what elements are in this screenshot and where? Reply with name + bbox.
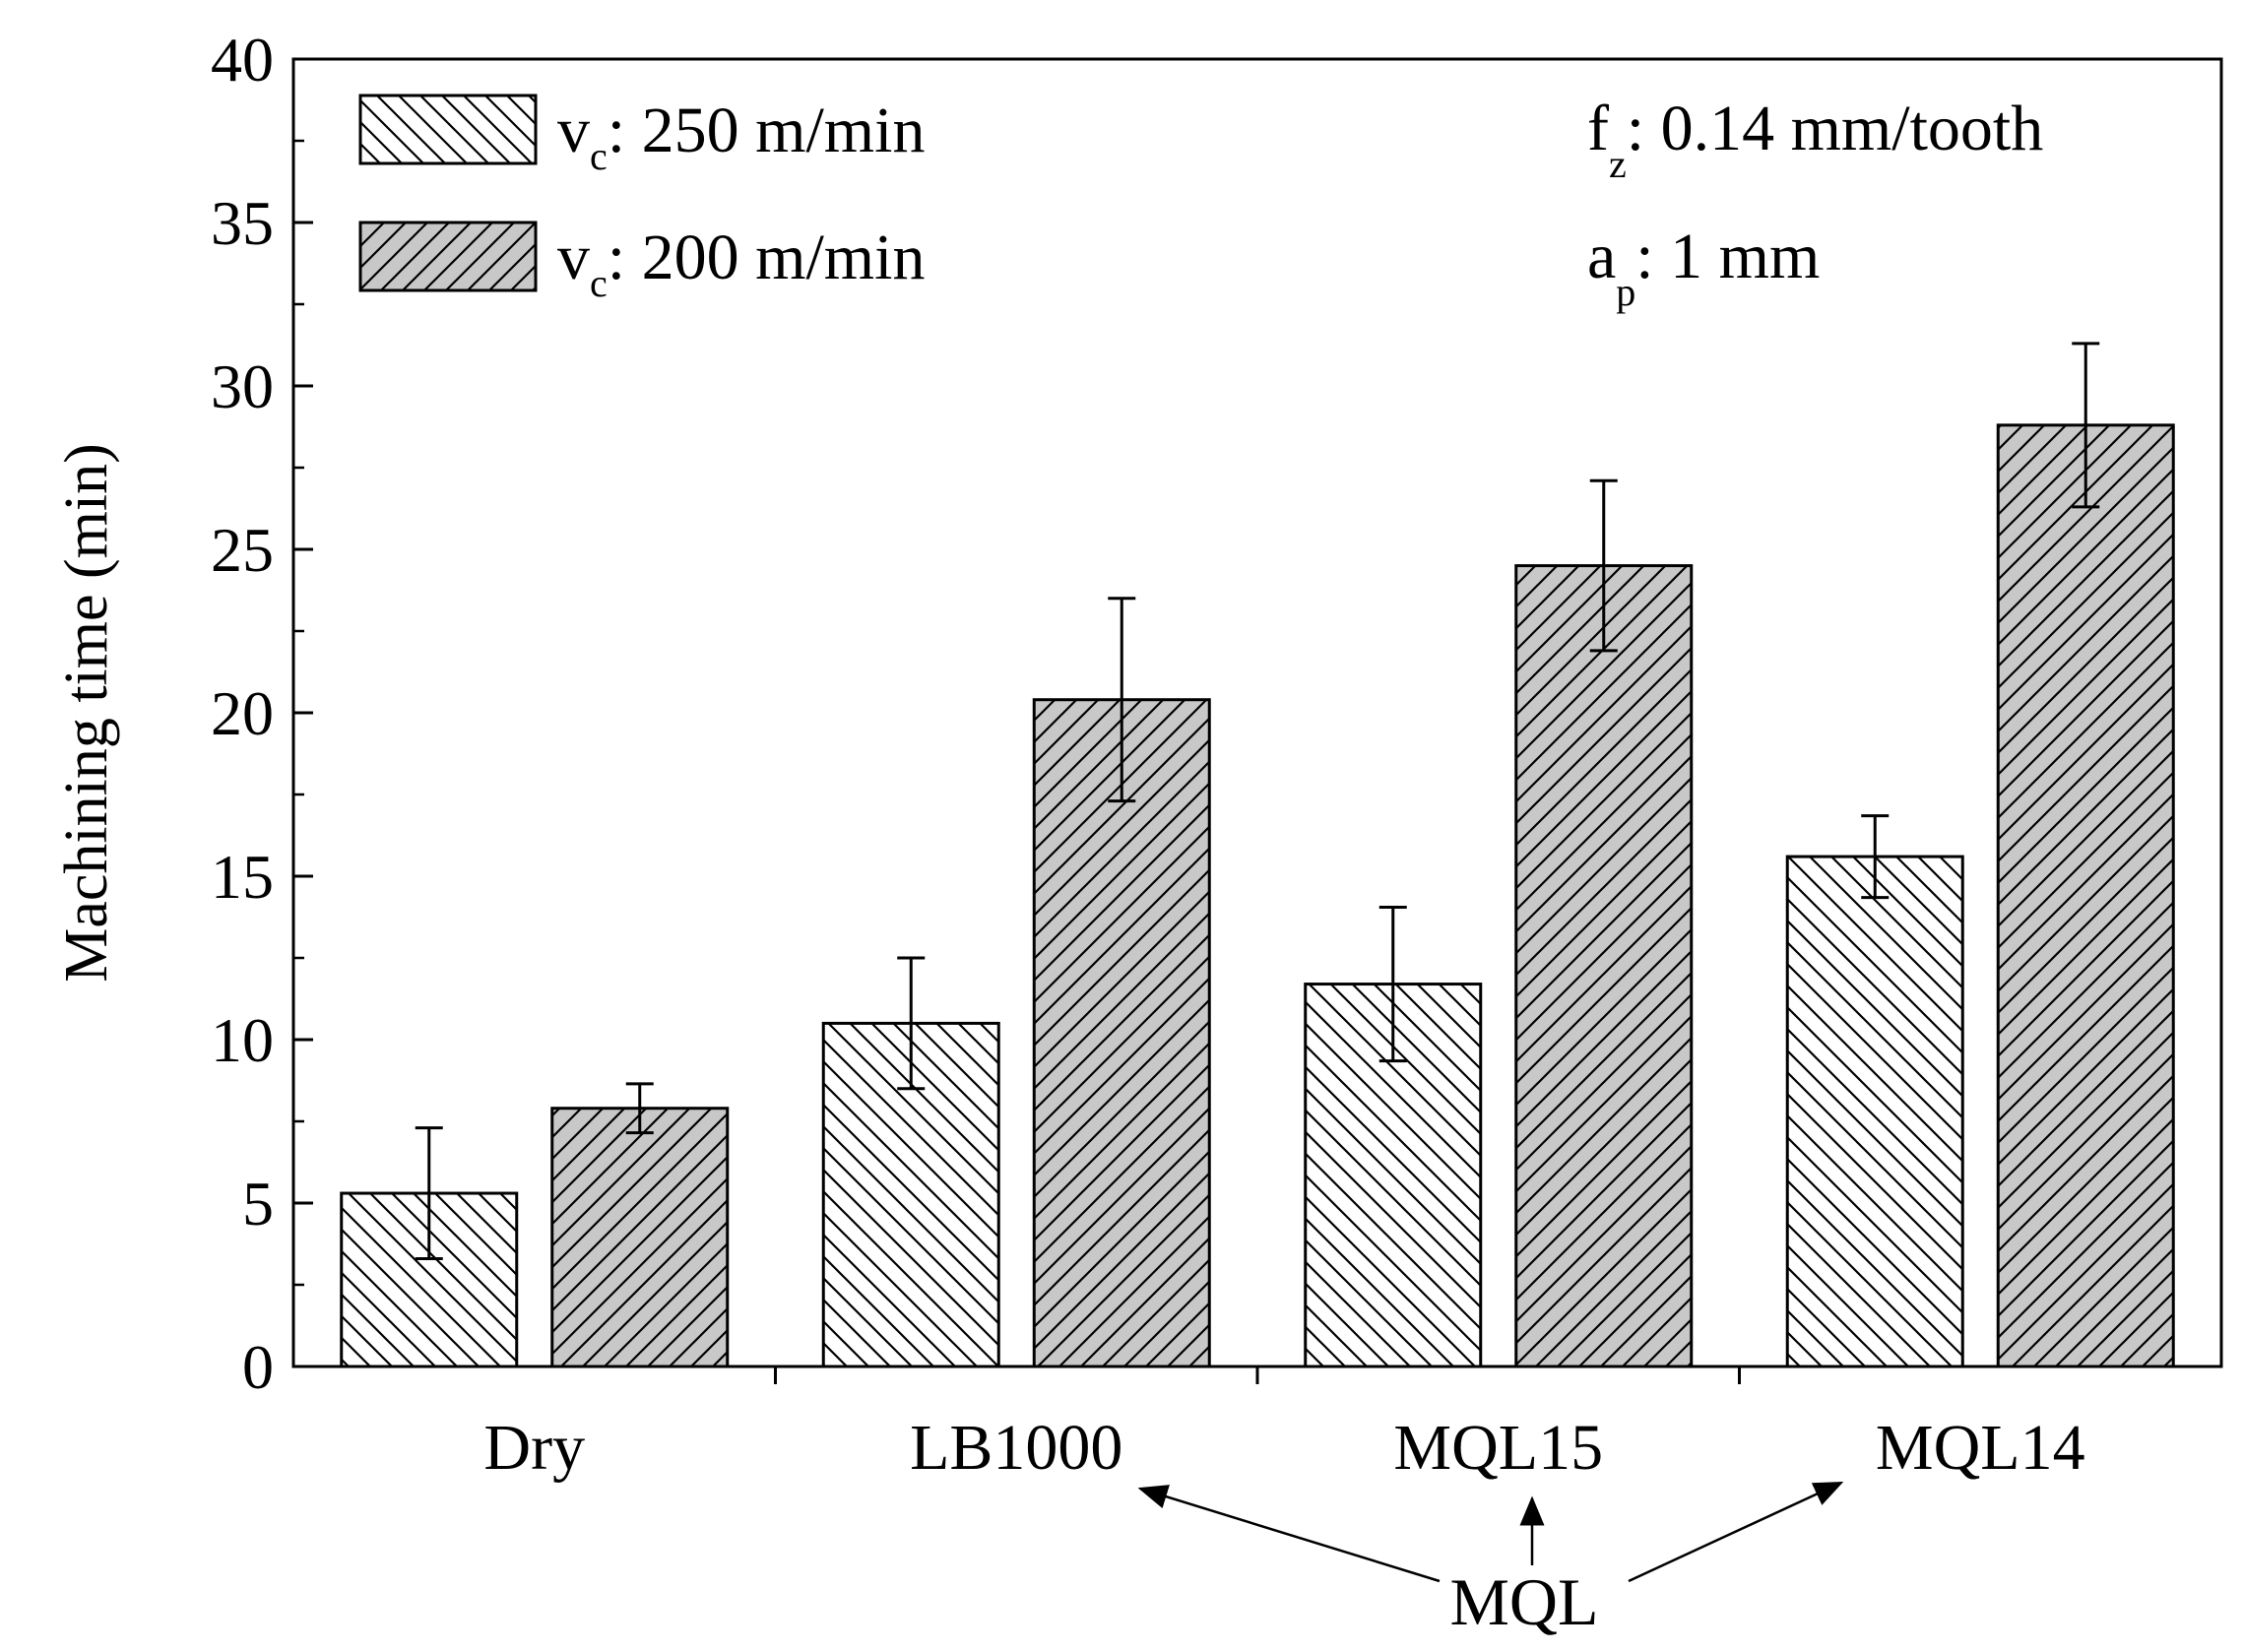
bars xyxy=(340,423,2175,1368)
y-tick-label: 10 xyxy=(211,1005,274,1075)
error-bar-mql15-series-0 xyxy=(1378,906,1407,1063)
bar-dry-series-1 xyxy=(550,1107,730,1368)
legend-swatch-250 xyxy=(358,94,538,165)
legend-swatch-200 xyxy=(358,221,538,292)
error-bar-mql15-series-1 xyxy=(1589,478,1618,653)
x-axis-ticks: Dry LB1000 MQL15 MQL14 xyxy=(483,1366,2085,1484)
error-bar-mql14-series-1 xyxy=(2072,342,2100,509)
feed-annotation: fz: 0.14 mm/tooth xyxy=(1587,93,2043,186)
legend-label-250: vc: 250 m/min xyxy=(557,95,925,178)
bar-mql14-series-1 xyxy=(1996,423,2175,1368)
error-bars xyxy=(415,342,2100,1260)
mql-arrow-mql14 xyxy=(1628,1481,1844,1583)
mql-arrow-lb1000 xyxy=(1137,1485,1441,1583)
y-tick-label: 25 xyxy=(211,515,274,585)
depth-annotation: ap: 1 mm xyxy=(1587,221,1820,314)
y-tick-label: 35 xyxy=(211,188,274,258)
bar-lb1000-series-1 xyxy=(1032,698,1211,1368)
y-tick-label: 5 xyxy=(242,1169,274,1239)
x-category-label: MQL14 xyxy=(1876,1412,2085,1484)
y-tick-label: 30 xyxy=(211,351,274,421)
y-tick-label: 40 xyxy=(211,25,274,95)
y-tick-label: 0 xyxy=(242,1332,274,1402)
error-bar-lb1000-series-0 xyxy=(897,956,926,1091)
y-tick-label: 20 xyxy=(211,678,274,748)
bar-mql14-series-0 xyxy=(1785,855,1964,1368)
error-bar-dry-series-1 xyxy=(625,1082,654,1135)
x-category-label: Dry xyxy=(483,1412,585,1484)
bar-mql15-series-1 xyxy=(1514,564,1694,1368)
mql-label: MQL xyxy=(1449,1564,1598,1639)
x-category-label: MQL15 xyxy=(1393,1412,1603,1484)
y-axis-label: Machining time (min) xyxy=(53,443,120,983)
y-axis-ticks: 0 5 10 15 20 25 30 35 40 xyxy=(211,25,313,1402)
legend: vc: 250 m/min vc: 200 m/min xyxy=(358,94,925,305)
error-bar-lb1000-series-1 xyxy=(1108,597,1136,803)
x-category-label: LB1000 xyxy=(910,1412,1122,1484)
y-tick-label: 15 xyxy=(211,842,274,912)
error-bar-dry-series-0 xyxy=(415,1126,443,1260)
legend-label-200: vc: 200 m/min xyxy=(557,222,925,305)
error-bar-mql14-series-0 xyxy=(1861,814,1890,900)
